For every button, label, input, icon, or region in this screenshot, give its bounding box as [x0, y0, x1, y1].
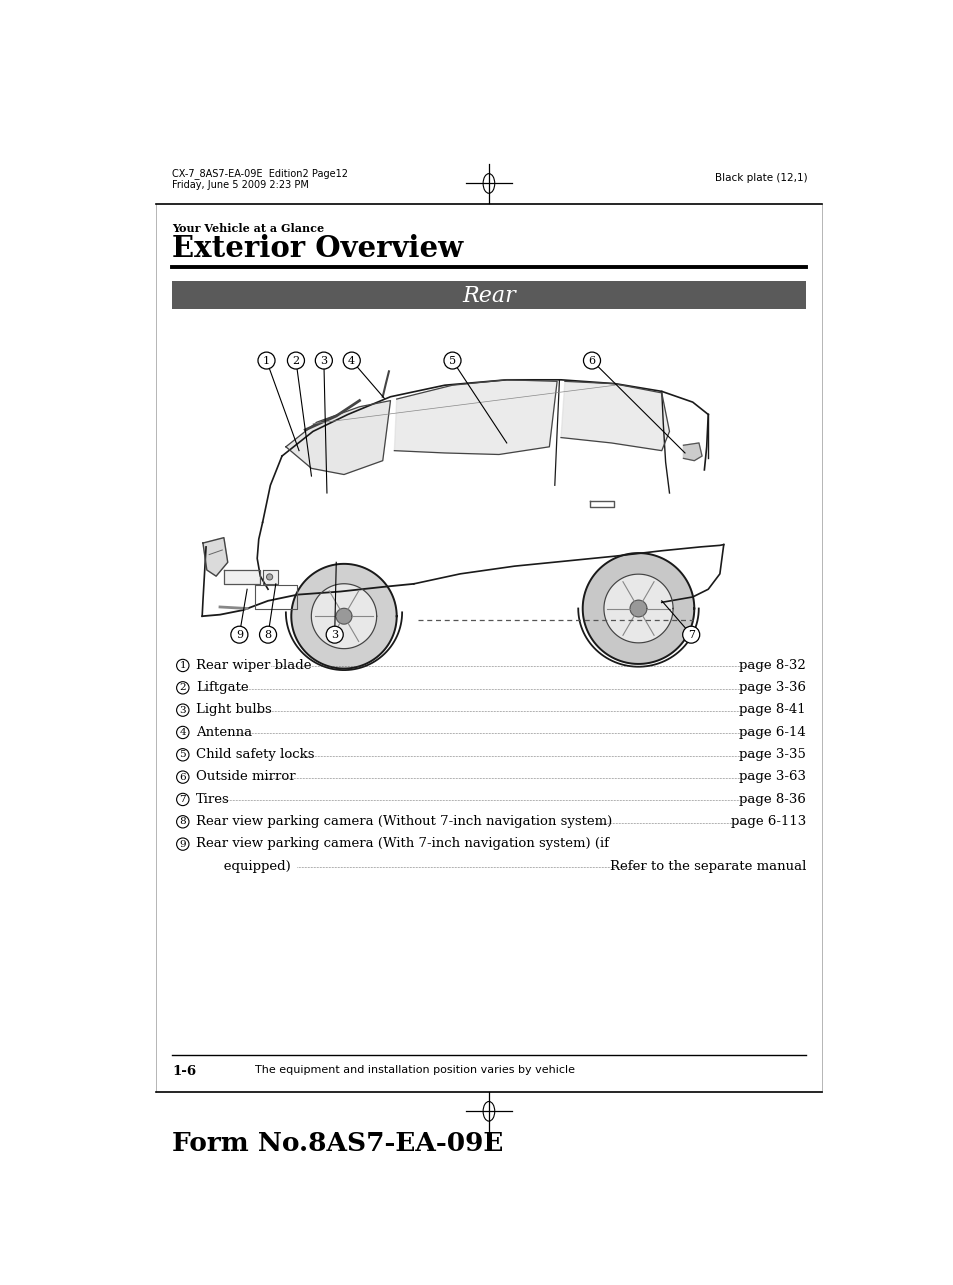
Text: Child safety locks: Child safety locks	[195, 748, 314, 761]
Polygon shape	[582, 553, 694, 664]
Text: Outside mirror: Outside mirror	[195, 770, 295, 783]
Circle shape	[315, 352, 332, 369]
Text: 7: 7	[687, 630, 694, 640]
Polygon shape	[335, 608, 352, 625]
Text: page 3-63: page 3-63	[739, 770, 805, 783]
Text: Tires: Tires	[195, 793, 230, 806]
Text: Friday, June 5 2009 2:23 PM: Friday, June 5 2009 2:23 PM	[172, 180, 309, 190]
Polygon shape	[394, 380, 557, 455]
Text: 1-6: 1-6	[172, 1065, 196, 1078]
Circle shape	[287, 352, 304, 369]
Circle shape	[443, 352, 460, 369]
Text: 9: 9	[235, 630, 243, 640]
Text: 5: 5	[179, 750, 186, 759]
Text: Light bulbs: Light bulbs	[195, 703, 272, 716]
Text: Antenna: Antenna	[195, 726, 256, 739]
Circle shape	[343, 352, 360, 369]
Polygon shape	[682, 443, 701, 460]
Text: 4: 4	[179, 729, 186, 738]
Polygon shape	[224, 571, 260, 583]
Text: CX-7_8AS7-EA-09E  Edition2 Page12: CX-7_8AS7-EA-09E Edition2 Page12	[172, 168, 348, 179]
Text: 7: 7	[179, 795, 186, 804]
Text: page 6-113: page 6-113	[730, 815, 805, 828]
Text: 3: 3	[331, 630, 338, 640]
Text: Black plate (12,1): Black plate (12,1)	[714, 173, 806, 184]
Text: 8: 8	[264, 630, 272, 640]
Text: page 8-32: page 8-32	[739, 658, 805, 672]
Polygon shape	[262, 571, 278, 583]
Text: 1: 1	[263, 356, 270, 365]
Text: Liftgate: Liftgate	[195, 681, 249, 694]
Text: page 6-14: page 6-14	[739, 726, 805, 739]
Circle shape	[259, 626, 276, 644]
Polygon shape	[560, 382, 669, 451]
Text: Rear: Rear	[461, 285, 516, 307]
Text: Form No.8AS7-EA-09E: Form No.8AS7-EA-09E	[172, 1131, 503, 1155]
Circle shape	[231, 626, 248, 644]
Text: 5: 5	[449, 356, 456, 365]
Text: Rear wiper blade: Rear wiper blade	[195, 658, 311, 672]
Text: page 8-36: page 8-36	[739, 793, 805, 806]
Ellipse shape	[266, 574, 273, 580]
Polygon shape	[291, 564, 396, 668]
Polygon shape	[203, 537, 228, 576]
Text: 3: 3	[320, 356, 327, 365]
Text: 9: 9	[179, 839, 186, 848]
Text: The equipment and installation position varies by vehicle: The equipment and installation position …	[254, 1065, 575, 1076]
Text: Exterior Overview: Exterior Overview	[172, 234, 463, 263]
Text: equipped): equipped)	[212, 860, 291, 873]
Text: Rear view parking camera (Without 7-inch navigation system): Rear view parking camera (Without 7-inch…	[195, 815, 612, 828]
Text: page 3-35: page 3-35	[739, 748, 805, 761]
Text: 3: 3	[179, 705, 186, 714]
Text: Rear view parking camera (With 7-inch navigation system) (if: Rear view parking camera (With 7-inch na…	[195, 838, 608, 851]
Text: 6: 6	[179, 772, 186, 781]
Circle shape	[326, 626, 343, 644]
Text: 4: 4	[348, 356, 355, 365]
Text: 8: 8	[179, 817, 186, 826]
Circle shape	[682, 626, 699, 644]
Text: page 3-36: page 3-36	[739, 681, 805, 694]
Polygon shape	[630, 600, 646, 617]
Text: 6: 6	[588, 356, 595, 365]
Text: Refer to the separate manual: Refer to the separate manual	[609, 860, 805, 873]
Text: page 8-41: page 8-41	[739, 703, 805, 716]
Bar	[172, 281, 805, 308]
Text: Your Vehicle at a Glance: Your Vehicle at a Glance	[172, 224, 324, 234]
Text: 1: 1	[179, 660, 186, 669]
Circle shape	[257, 352, 274, 369]
Polygon shape	[286, 401, 390, 474]
Circle shape	[583, 352, 599, 369]
Text: 2: 2	[292, 356, 299, 365]
Polygon shape	[603, 574, 673, 642]
Polygon shape	[311, 583, 376, 649]
Text: 2: 2	[179, 684, 186, 693]
